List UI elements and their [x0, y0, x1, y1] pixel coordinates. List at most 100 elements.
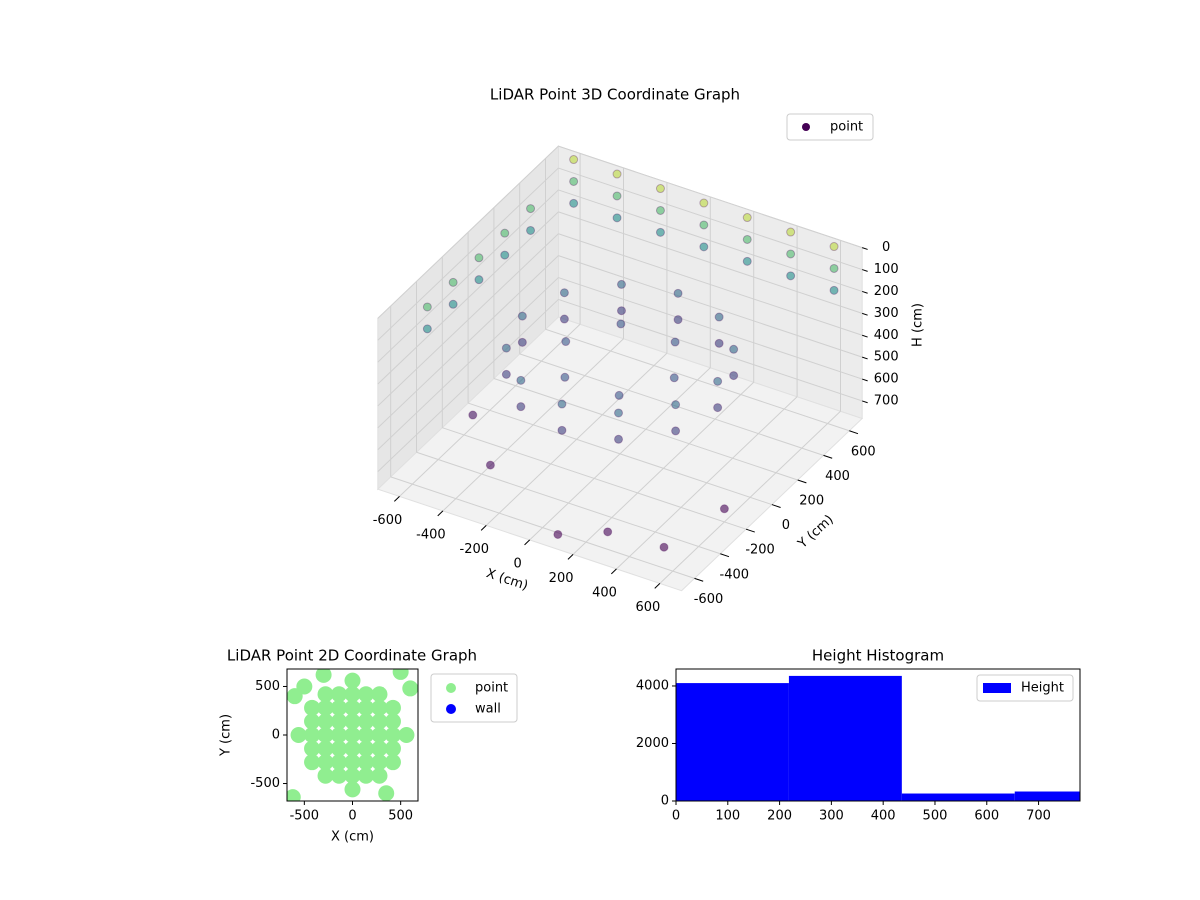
z-tick-label: 0: [882, 240, 890, 255]
tick-mark: [797, 479, 807, 484]
tick-mark: [862, 312, 868, 316]
point-marker: [357, 727, 374, 743]
x-tick-label: -500: [290, 809, 320, 824]
point-marker: [485, 460, 495, 470]
x-tick-label: 0: [348, 809, 356, 824]
y-tick-label: -600: [694, 592, 724, 607]
point-marker: [357, 740, 374, 757]
tick-mark: [393, 496, 400, 502]
grid-line: [377, 145, 559, 319]
point-marker: [786, 271, 796, 281]
chart-2d: -500 0 500 -500 0 500 X (cm) Y (cm) LiDAR Point …: [219, 647, 518, 845]
point-marker: [384, 727, 401, 743]
tick-mark: [862, 378, 868, 382]
grid-line: [519, 353, 824, 456]
point-marker: [714, 338, 724, 348]
axes-frame: [675, 668, 1081, 802]
point-marker: [357, 699, 374, 716]
point-marker: [655, 227, 665, 237]
bar: [788, 675, 902, 801]
point-marker: [357, 713, 374, 730]
x-tick-label: 600: [974, 809, 999, 824]
tick-mark: [480, 525, 487, 531]
point-marker: [713, 376, 723, 386]
point-marker: [371, 754, 388, 771]
point-marker: [384, 699, 401, 716]
point-marker: [517, 337, 527, 347]
x-tick-label: -400: [416, 527, 446, 542]
point-marker: [371, 686, 388, 703]
grid-line: [493, 377, 798, 481]
point-marker: [344, 699, 361, 716]
grid-line: [377, 167, 559, 341]
grid-line: [467, 402, 773, 506]
point-marker: [344, 686, 361, 703]
x-tick-label: 200: [767, 809, 792, 824]
point-marker: [673, 315, 683, 325]
grid-line: [558, 145, 863, 249]
z-tick-label: 700: [874, 393, 899, 408]
tick-mark: [823, 454, 833, 459]
tick-mark: [849, 430, 859, 435]
point-marker: [371, 727, 388, 743]
legend-marker: [983, 683, 1011, 693]
point-marker: [612, 213, 622, 223]
point-marker: [517, 311, 527, 321]
point-marker: [671, 400, 681, 410]
point-marker: [612, 169, 622, 179]
point-marker: [560, 372, 570, 382]
point-marker: [742, 213, 752, 223]
x-tick-label: 500: [923, 809, 948, 824]
point-marker: [614, 390, 624, 400]
point-marker: [317, 740, 334, 757]
point-marker: [603, 527, 613, 537]
z-axis-label: H (cm): [911, 303, 926, 347]
point-marker: [304, 754, 321, 771]
legend-box: [786, 113, 874, 141]
point-marker: [344, 713, 361, 730]
point-marker: [557, 425, 567, 435]
chart-histogram: 0 100 200 300 400 500 600 700 0 2000 4000 Height Hi…: [636, 647, 1081, 824]
y-tick-label: 2000: [636, 736, 669, 751]
point-marker: [655, 205, 665, 215]
point-marker: [616, 319, 626, 329]
point-marker: [569, 176, 579, 186]
legend-label: Height: [1021, 681, 1064, 696]
point-marker: [296, 678, 313, 695]
point-marker: [714, 312, 724, 322]
grid-line: [558, 189, 863, 292]
point-marker: [671, 426, 681, 436]
point-marker: [344, 754, 361, 771]
x-axis-label: X (cm): [331, 830, 374, 845]
point-marker: [614, 434, 624, 444]
y-tick-label: 600: [851, 444, 876, 459]
point-marker: [500, 250, 510, 260]
y-tick-label: 200: [799, 493, 824, 508]
grid-line: [442, 427, 747, 530]
point-marker: [829, 285, 839, 295]
tick-mark: [862, 247, 868, 250]
point-marker: [304, 713, 321, 730]
point-marker: [402, 680, 418, 697]
chart-title: LiDAR Point 2D Coordinate Graph: [227, 647, 477, 665]
point-marker: [553, 529, 563, 539]
point-marker: [384, 740, 401, 757]
point-marker: [448, 299, 458, 309]
y-tick-label: 0: [782, 518, 790, 533]
point-marker: [742, 234, 752, 244]
chart-title: Height Histogram: [812, 647, 944, 665]
tick-mark: [567, 554, 574, 560]
point-marker: [317, 727, 334, 743]
tick-mark: [610, 568, 617, 575]
legend-label: point: [830, 120, 863, 135]
point-marker: [559, 314, 569, 324]
point-marker: [474, 275, 484, 285]
point-marker: [719, 504, 729, 514]
z-tick-label: 200: [874, 284, 899, 299]
legend-label: point: [475, 681, 508, 696]
point-marker: [526, 204, 536, 214]
point-marker: [304, 699, 321, 716]
grid-line: [377, 211, 559, 385]
y-tick-label: 4000: [636, 678, 669, 693]
